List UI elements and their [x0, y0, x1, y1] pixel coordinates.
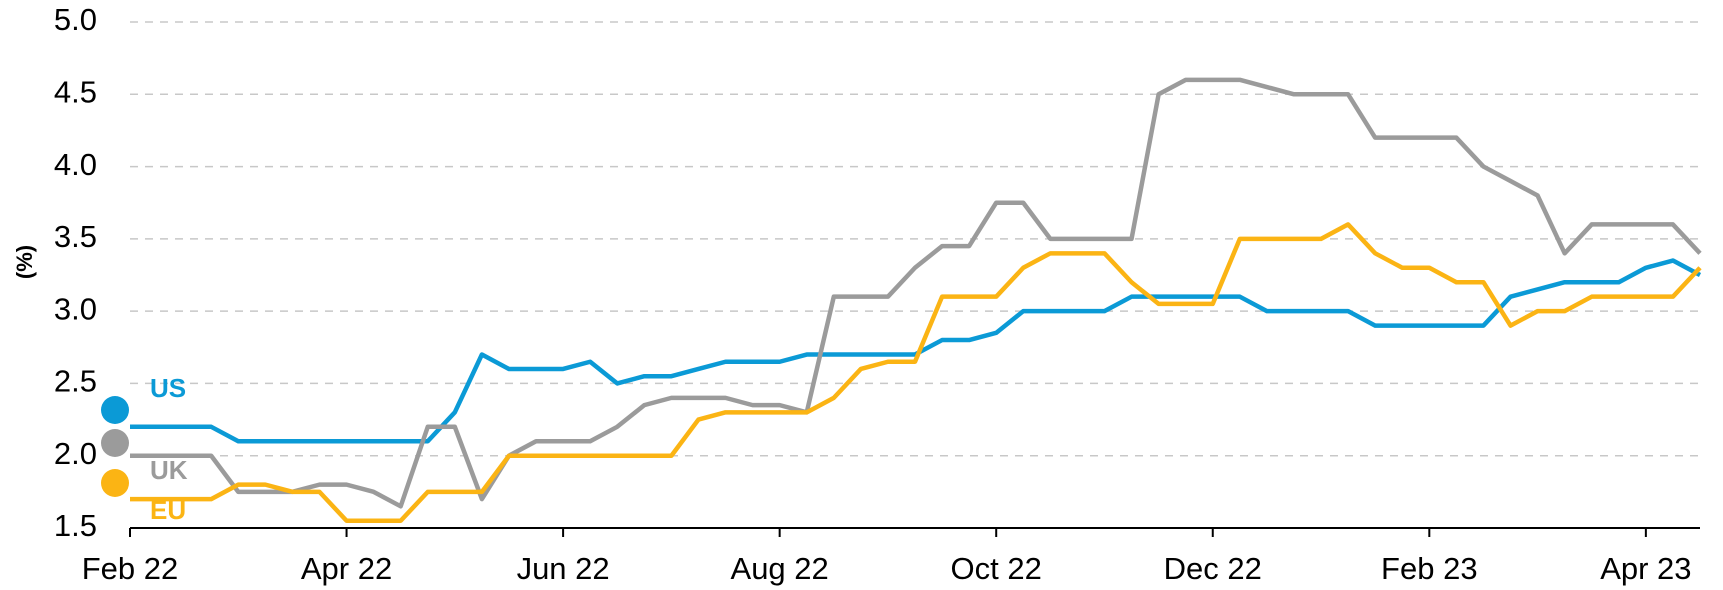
- series-line: [130, 258, 1702, 444]
- y-tick-label: 3.0: [54, 291, 97, 326]
- legend-marker: [101, 469, 129, 497]
- y-axis-label: (%): [12, 245, 37, 279]
- x-tick-label: Dec 22: [1164, 551, 1262, 586]
- y-tick-label: 2.0: [54, 436, 97, 471]
- legend-label: UK: [150, 455, 188, 485]
- y-tick-label: 4.0: [54, 147, 97, 182]
- legend-marker: [101, 396, 129, 424]
- y-tick-label: 2.5: [54, 364, 97, 399]
- y-tick-label: 5.0: [54, 2, 97, 37]
- series-line: [130, 77, 1702, 509]
- series-line: [130, 222, 1702, 524]
- x-tick-label: Jun 22: [517, 551, 610, 586]
- legend-marker: [101, 429, 129, 457]
- legend-label: EU: [150, 495, 186, 525]
- x-tick-label: Feb 22: [82, 551, 179, 586]
- x-tick-label: Apr 23: [1600, 551, 1691, 586]
- y-tick-label: 1.5: [54, 508, 97, 543]
- x-tick-label: Oct 22: [951, 551, 1042, 586]
- x-tick-label: Apr 22: [301, 551, 392, 586]
- y-tick-label: 4.5: [54, 74, 97, 109]
- x-tick-label: Feb 23: [1381, 551, 1478, 586]
- legend-label: US: [150, 373, 186, 403]
- x-tick-label: Aug 22: [731, 551, 829, 586]
- y-tick-label: 3.5: [54, 219, 97, 254]
